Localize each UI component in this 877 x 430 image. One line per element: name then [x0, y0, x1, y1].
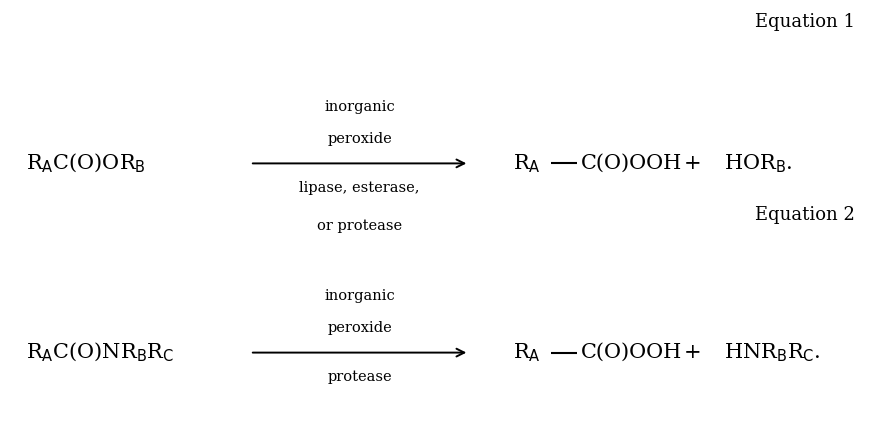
- Text: peroxide: peroxide: [327, 132, 392, 146]
- Text: +: +: [684, 154, 702, 173]
- Text: Equation 2: Equation 2: [755, 206, 855, 224]
- Text: C(O)OOH: C(O)OOH: [581, 154, 681, 173]
- Text: HOR$_\mathrm{B}$.: HOR$_\mathrm{B}$.: [724, 152, 792, 175]
- Text: HNR$_\mathrm{B}$R$_\mathrm{C}$.: HNR$_\mathrm{B}$R$_\mathrm{C}$.: [724, 341, 820, 364]
- Text: C(O)OOH: C(O)OOH: [581, 343, 681, 362]
- Text: peroxide: peroxide: [327, 321, 392, 335]
- Text: R$_\mathrm{A}$: R$_\mathrm{A}$: [513, 341, 541, 364]
- Text: inorganic: inorganic: [324, 289, 395, 303]
- Text: protease: protease: [327, 370, 392, 384]
- Text: R$_\mathrm{A}$C(O)NR$_\mathrm{B}$R$_\mathrm{C}$: R$_\mathrm{A}$C(O)NR$_\mathrm{B}$R$_\mat…: [26, 341, 175, 364]
- Text: +: +: [684, 343, 702, 362]
- Text: or protease: or protease: [317, 219, 403, 233]
- Text: R$_\mathrm{A}$C(O)OR$_\mathrm{B}$: R$_\mathrm{A}$C(O)OR$_\mathrm{B}$: [26, 152, 146, 175]
- Text: R$_\mathrm{A}$: R$_\mathrm{A}$: [513, 152, 541, 175]
- Text: inorganic: inorganic: [324, 100, 395, 114]
- Text: lipase, esterase,: lipase, esterase,: [299, 181, 420, 195]
- Text: Equation 1: Equation 1: [755, 13, 855, 31]
